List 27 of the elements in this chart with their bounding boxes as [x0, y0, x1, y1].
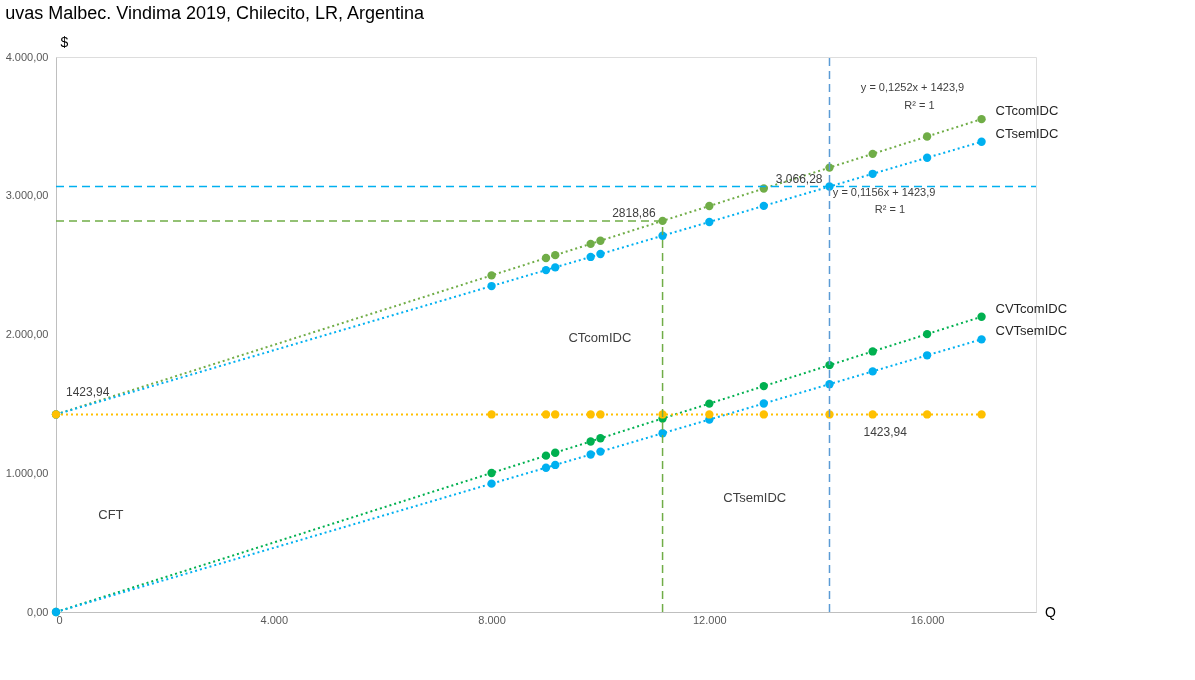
series-label: CVTcomIDC — [995, 300, 1068, 316]
y-tick-label: 0,00 — [27, 605, 49, 618]
x-tick-label: 12.000 — [693, 613, 727, 626]
x-axis-title: Q — [1045, 603, 1057, 620]
annotation: R² = 1 — [904, 98, 935, 111]
annotation: CFT — [98, 506, 124, 522]
chart-title: uvas Malbec. Vindima 2019, Chilecito, LR, Argentina — [5, 3, 426, 23]
annotation: 1423,94 — [66, 385, 110, 400]
annotation: CTcomIDC — [568, 329, 632, 345]
annotation: y = 0,1156x + 1423,9 — [832, 185, 936, 198]
series-label: CTsemIDC — [995, 125, 1059, 141]
annotation: R² = 1 — [874, 202, 906, 215]
annotation: CTsemIDC — [723, 490, 787, 506]
annotation: 1423,94 — [863, 425, 908, 440]
y-axis-title: $ — [60, 33, 69, 50]
x-tick-label: 16.000 — [910, 613, 945, 626]
y-tick-label: 4.000,00 — [5, 50, 49, 63]
x-tick-label: 0 — [56, 613, 63, 626]
x-tick-label: 4.000 — [260, 613, 289, 626]
annotation: y = 0,1252x + 1423,9 — [860, 81, 965, 94]
series-label: CTcomIDC — [995, 103, 1059, 119]
y-tick-label: 1.000,00 — [5, 466, 49, 479]
annotation: 2818,86 — [612, 205, 656, 220]
x-tick-label: 8.000 — [478, 613, 506, 626]
y-tick-label: 2.000,00 — [5, 328, 49, 340]
series-label: CVTsemIDC — [995, 323, 1068, 339]
y-tick-label: 3.000,00 — [5, 189, 49, 202]
